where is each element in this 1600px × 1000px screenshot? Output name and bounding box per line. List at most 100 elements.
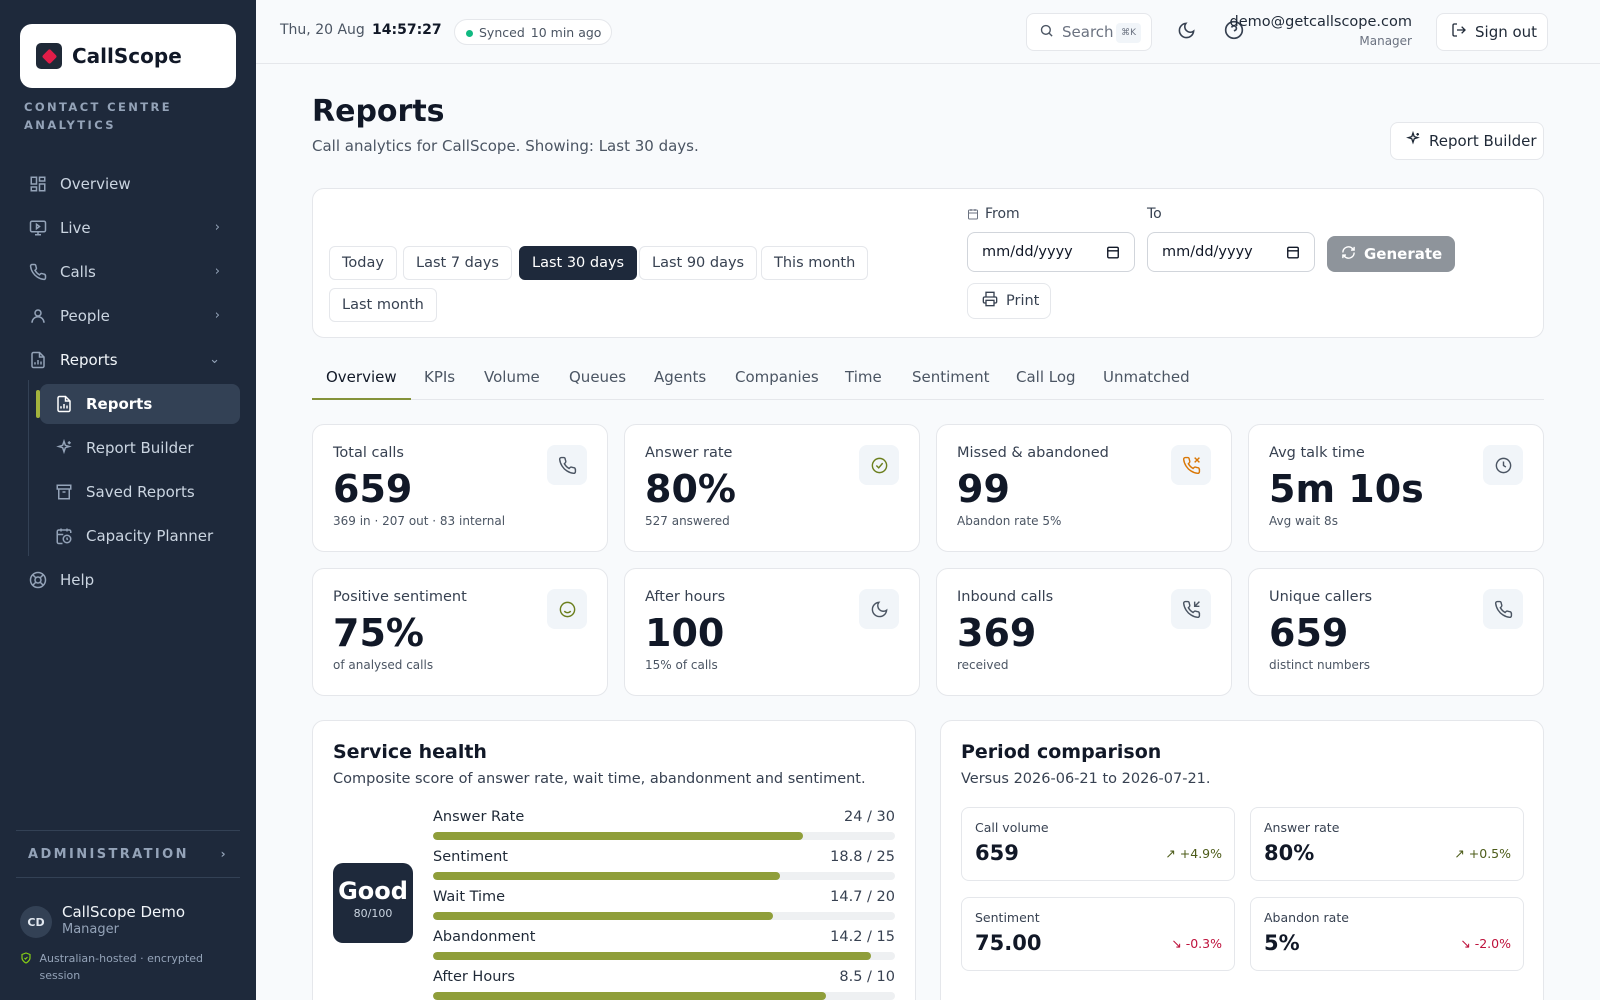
security-note-text: Australian-hosted · encrypted session xyxy=(39,952,203,982)
health-bar-track xyxy=(433,872,895,880)
sidebar-subitem-capacity-planner[interactable]: Capacity Planner xyxy=(40,516,240,556)
calendar-clock-icon xyxy=(54,526,74,546)
sidebar-subitem-saved-reports[interactable]: Saved Reports xyxy=(40,472,240,512)
health-row: Abandonment 14.2 / 15 xyxy=(433,929,895,969)
sign-out-label: Sign out xyxy=(1475,23,1538,41)
theme-toggle-button[interactable] xyxy=(1174,20,1198,44)
phone-incoming-icon xyxy=(1171,589,1211,629)
tab-unmatched[interactable]: Unmatched xyxy=(1103,368,1190,386)
sidebar-item-reports[interactable]: Reports ⌄ xyxy=(16,340,240,380)
health-bar-track xyxy=(433,992,895,1000)
panel-subtitle: Versus 2026-06-21 to 2026-07-21. xyxy=(961,771,1211,787)
tab-sentiment[interactable]: Sentiment xyxy=(912,368,990,386)
help-button[interactable] xyxy=(1222,20,1246,44)
sidebar-item-calls[interactable]: Calls › xyxy=(16,252,240,292)
check-circle-icon xyxy=(859,445,899,485)
health-bar-fill xyxy=(433,912,773,920)
tab-volume[interactable]: Volume xyxy=(484,368,540,386)
comparison-delta: ↘ -2.0% xyxy=(1460,936,1511,951)
comparison-card-sentiment: Sentiment 75.00 ↘ -0.3% xyxy=(961,897,1235,971)
range-last-month-button[interactable]: Last month xyxy=(329,288,437,322)
app-logo[interactable]: CallScope xyxy=(20,24,236,88)
tab-queues[interactable]: Queues xyxy=(569,368,627,386)
sidebar-item-help[interactable]: Help xyxy=(16,560,240,600)
range-last-90-days-button[interactable]: Last 90 days xyxy=(639,246,758,280)
panel-subtitle: Composite score of answer rate, wait tim… xyxy=(333,771,866,787)
comparison-value: 5% xyxy=(1264,931,1300,955)
kpi-card-unique-callers: Unique callers 659 distinct numbers xyxy=(1248,568,1544,696)
generate-label: Generate xyxy=(1364,245,1443,263)
range-last-7-days-button[interactable]: Last 7 days xyxy=(403,246,512,280)
health-row-value: 14.2 / 15 xyxy=(830,929,895,945)
print-button[interactable]: Print xyxy=(967,283,1051,319)
comparison-delta: ↘ -0.3% xyxy=(1171,936,1222,951)
report-builder-label: Report Builder xyxy=(1429,132,1537,150)
comparison-delta-text: +0.5% xyxy=(1468,846,1511,861)
health-row-label: Sentiment xyxy=(433,849,508,865)
health-grade: Good xyxy=(338,877,408,905)
from-label-text: From xyxy=(985,206,1020,222)
from-date-input[interactable]: mm/dd/yyyy xyxy=(967,232,1135,272)
tab-time[interactable]: Time xyxy=(845,368,882,386)
shield-icon xyxy=(20,952,34,984)
to-date-placeholder: mm/dd/yyyy xyxy=(1162,244,1253,260)
range-today-button[interactable]: Today xyxy=(329,246,397,280)
range-last-30-days-button[interactable]: Last 30 days xyxy=(519,246,638,280)
phone-icon xyxy=(28,262,48,282)
calendar-icon xyxy=(1286,245,1300,263)
comparison-delta-text: +4.9% xyxy=(1179,846,1222,861)
sidebar-subitem-report-builder[interactable]: Report Builder xyxy=(40,428,240,468)
kpi-value: 659 xyxy=(333,467,413,511)
arrow-up-right-icon: ↗ xyxy=(1165,846,1176,861)
sidebar-subitem-label: Reports xyxy=(86,395,153,413)
comparison-label: Answer rate xyxy=(1264,820,1340,835)
tab-kpis[interactable]: KPIs xyxy=(424,368,456,386)
sidebar-item-label: Calls xyxy=(60,263,96,281)
top-bar: Thu, 20 Aug 14:57:27 Synced 10 min ago S… xyxy=(256,0,1600,64)
calendar-icon xyxy=(967,208,979,220)
sidebar-item-overview[interactable]: Overview xyxy=(16,164,240,204)
sparkle-icon xyxy=(1405,130,1421,151)
report-builder-button[interactable]: Report Builder xyxy=(1390,122,1544,160)
comparison-value: 75.00 xyxy=(975,931,1042,955)
sign-out-button[interactable]: Sign out xyxy=(1436,13,1548,51)
health-row: Wait Time 14.7 / 20 xyxy=(433,889,895,929)
to-date-input[interactable]: mm/dd/yyyy xyxy=(1147,232,1315,272)
range-this-month-button[interactable]: This month xyxy=(761,246,869,280)
kpi-subtext: 527 answered xyxy=(645,514,730,528)
health-row-label: Answer Rate xyxy=(433,809,525,825)
health-row-label: After Hours xyxy=(433,969,515,985)
search-button[interactable]: Search ⌘K xyxy=(1026,13,1152,51)
health-bar-fill xyxy=(433,832,803,840)
sync-status: Synced xyxy=(479,24,525,40)
help-circle-icon xyxy=(1224,20,1244,44)
sparkle-icon xyxy=(54,438,74,458)
phone-icon xyxy=(1483,589,1523,629)
comparison-delta-text: -0.3% xyxy=(1185,936,1222,951)
sync-status-badge: Synced 10 min ago xyxy=(454,19,613,45)
tab-companies[interactable]: Companies xyxy=(735,368,819,386)
sidebar-subitem-reports[interactable]: Reports xyxy=(36,384,240,424)
generate-button[interactable]: Generate xyxy=(1327,236,1455,272)
health-bar-track xyxy=(433,952,895,960)
sidebar-item-label: Live xyxy=(60,219,91,237)
kpi-label: Missed & abandoned xyxy=(957,445,1109,461)
user-email: demo@getcallscope.com xyxy=(1229,14,1412,30)
avatar[interactable]: CD xyxy=(20,906,52,938)
arrow-down-right-icon: ↘ xyxy=(1460,936,1471,951)
report-icon xyxy=(28,350,48,370)
sync-age: 10 min ago xyxy=(530,24,602,40)
sidebar-item-people[interactable]: People › xyxy=(16,296,240,336)
moon-icon xyxy=(1177,21,1196,44)
kpi-card-after-hours: After hours 100 15% of calls xyxy=(624,568,920,696)
sidebar-item-live[interactable]: Live › xyxy=(16,208,240,248)
kpi-value: 5m 10s xyxy=(1269,467,1424,511)
tab-call-log[interactable]: Call Log xyxy=(1016,368,1076,386)
tab-agents[interactable]: Agents xyxy=(654,368,707,386)
kpi-label: Positive sentiment xyxy=(333,589,467,605)
tab-overview[interactable]: Overview xyxy=(312,368,411,400)
comparison-delta-text: -2.0% xyxy=(1474,936,1511,951)
administration-section[interactable]: ADMINISTRATION › xyxy=(16,830,240,878)
kpi-value: 659 xyxy=(1269,611,1349,655)
comparison-delta: ↗ +4.9% xyxy=(1165,846,1222,861)
